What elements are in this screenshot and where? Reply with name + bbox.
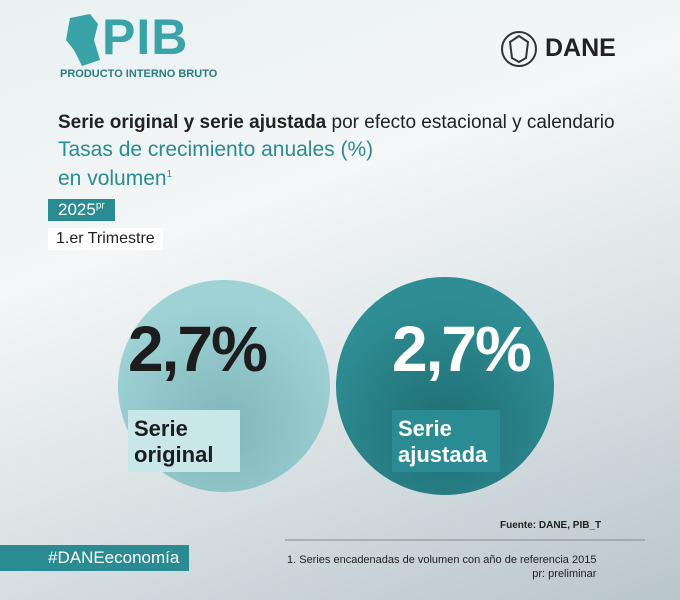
dane-emblem	[501, 31, 537, 67]
heading-rest: por efecto estacional y calendario	[331, 112, 615, 133]
label-original: Serie original	[128, 410, 240, 472]
logo-icon	[66, 14, 100, 66]
dane-logo: DANE	[545, 34, 616, 62]
footnote-2: pr: preliminar	[532, 568, 597, 580]
subtitle-note: 1	[166, 169, 173, 180]
hashtag[interactable]: #DANEeconomía	[0, 545, 190, 571]
logo-subtitle: PRODUCTO INTERNO BRUTO	[60, 68, 218, 80]
value-adjusted: 2,7%	[392, 313, 532, 385]
year-note: pr	[95, 200, 105, 212]
heading: Serie original y serie ajustada por efec…	[58, 112, 615, 134]
divider	[285, 539, 645, 541]
footnote: 1. Series encadenadas de volumen con año…	[287, 553, 596, 581]
footnote-1: 1. Series encadenadas de volumen con año…	[287, 554, 597, 566]
heading-bold: Serie original y serie ajustada	[58, 112, 327, 133]
year-badge: 2025pr	[48, 199, 115, 221]
source: Fuente: DANE, PIB_T	[500, 520, 602, 531]
label-adjusted: Serie ajustada	[392, 410, 500, 472]
subtitle-text: Tasas de crecimiento anuales (%) en volu…	[58, 138, 374, 190]
logo-title: PIB	[102, 9, 189, 65]
value-original: 2,7%	[128, 313, 268, 385]
year: 2025	[58, 200, 96, 219]
quarter-badge: 1.er Trimestre	[48, 228, 163, 250]
subtitle: Tasas de crecimiento anuales (%) en volu…	[58, 137, 378, 191]
